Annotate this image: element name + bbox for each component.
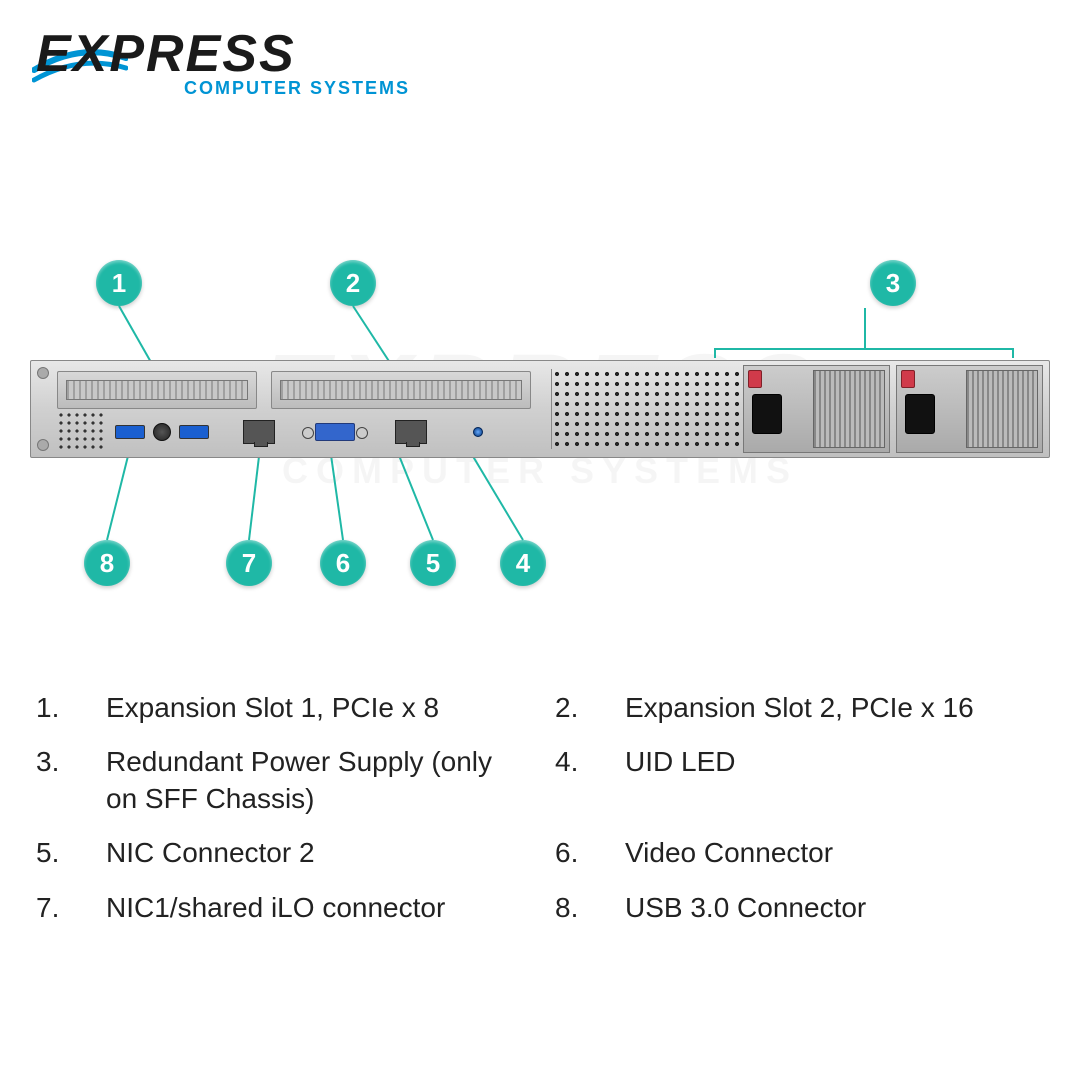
legend-label: NIC1/shared iLO connector bbox=[106, 890, 445, 926]
legend-num: 6. bbox=[555, 835, 625, 871]
logo-main-text: EXPRESS bbox=[36, 28, 416, 80]
uid-led bbox=[473, 427, 483, 437]
video-connector bbox=[315, 423, 355, 441]
callout-5: 5 bbox=[410, 540, 456, 586]
legend-item-3: 3.Redundant Power Supply (only on SFF Ch… bbox=[36, 744, 525, 817]
legend-num: 8. bbox=[555, 890, 625, 926]
legend-num: 7. bbox=[36, 890, 106, 926]
nic2-port bbox=[395, 420, 427, 444]
port-row bbox=[57, 415, 729, 449]
callout-4: 4 bbox=[500, 540, 546, 586]
psu-bay bbox=[743, 365, 1043, 453]
callout-6: 6 bbox=[320, 540, 366, 586]
legend: 1.Expansion Slot 1, PCIe x 82.Expansion … bbox=[36, 690, 1044, 926]
psu-2 bbox=[896, 365, 1043, 453]
brand-logo: EXPRESS COMPUTER SYSTEMS bbox=[36, 28, 416, 99]
legend-item-2: 2.Expansion Slot 2, PCIe x 16 bbox=[555, 690, 1044, 726]
callout-3: 3 bbox=[870, 260, 916, 306]
callout-1: 1 bbox=[96, 260, 142, 306]
callout-2: 2 bbox=[330, 260, 376, 306]
server-rear-diagram: 1 2 3 456 7 8 bbox=[30, 260, 1050, 660]
expansion-slot-2 bbox=[271, 371, 531, 409]
psu-bracket-stem bbox=[864, 308, 866, 348]
usb-port-1 bbox=[115, 425, 145, 439]
legend-label: UID LED bbox=[625, 744, 735, 817]
expansion-slot-1 bbox=[57, 371, 257, 409]
legend-label: Redundant Power Supply (only on SFF Chas… bbox=[106, 744, 525, 817]
nic1-ilo-port bbox=[243, 420, 275, 444]
callout-7: 7 bbox=[226, 540, 272, 586]
legend-label: Expansion Slot 1, PCIe x 8 bbox=[106, 690, 439, 726]
legend-label: NIC Connector 2 bbox=[106, 835, 315, 871]
legend-label: Expansion Slot 2, PCIe x 16 bbox=[625, 690, 974, 726]
legend-item-1: 1.Expansion Slot 1, PCIe x 8 bbox=[36, 690, 525, 726]
legend-item-6: 6.Video Connector bbox=[555, 835, 1044, 871]
callout-8: 8 bbox=[84, 540, 130, 586]
legend-item-5: 5.NIC Connector 2 bbox=[36, 835, 525, 871]
legend-label: Video Connector bbox=[625, 835, 833, 871]
psu-bracket bbox=[714, 348, 1014, 358]
legend-num: 4. bbox=[555, 744, 625, 817]
leader-lines bbox=[30, 260, 1050, 660]
legend-item-8: 8.USB 3.0 Connector bbox=[555, 890, 1044, 926]
legend-item-4: 4.UID LED bbox=[555, 744, 1044, 817]
legend-num: 1. bbox=[36, 690, 106, 726]
legend-label: USB 3.0 Connector bbox=[625, 890, 866, 926]
server-chassis bbox=[30, 360, 1050, 458]
audio-port bbox=[153, 423, 171, 441]
psu-1 bbox=[743, 365, 890, 453]
usb-port-2 bbox=[179, 425, 209, 439]
legend-num: 3. bbox=[36, 744, 106, 817]
legend-num: 2. bbox=[555, 690, 625, 726]
legend-item-7: 7.NIC1/shared iLO connector bbox=[36, 890, 525, 926]
legend-num: 5. bbox=[36, 835, 106, 871]
